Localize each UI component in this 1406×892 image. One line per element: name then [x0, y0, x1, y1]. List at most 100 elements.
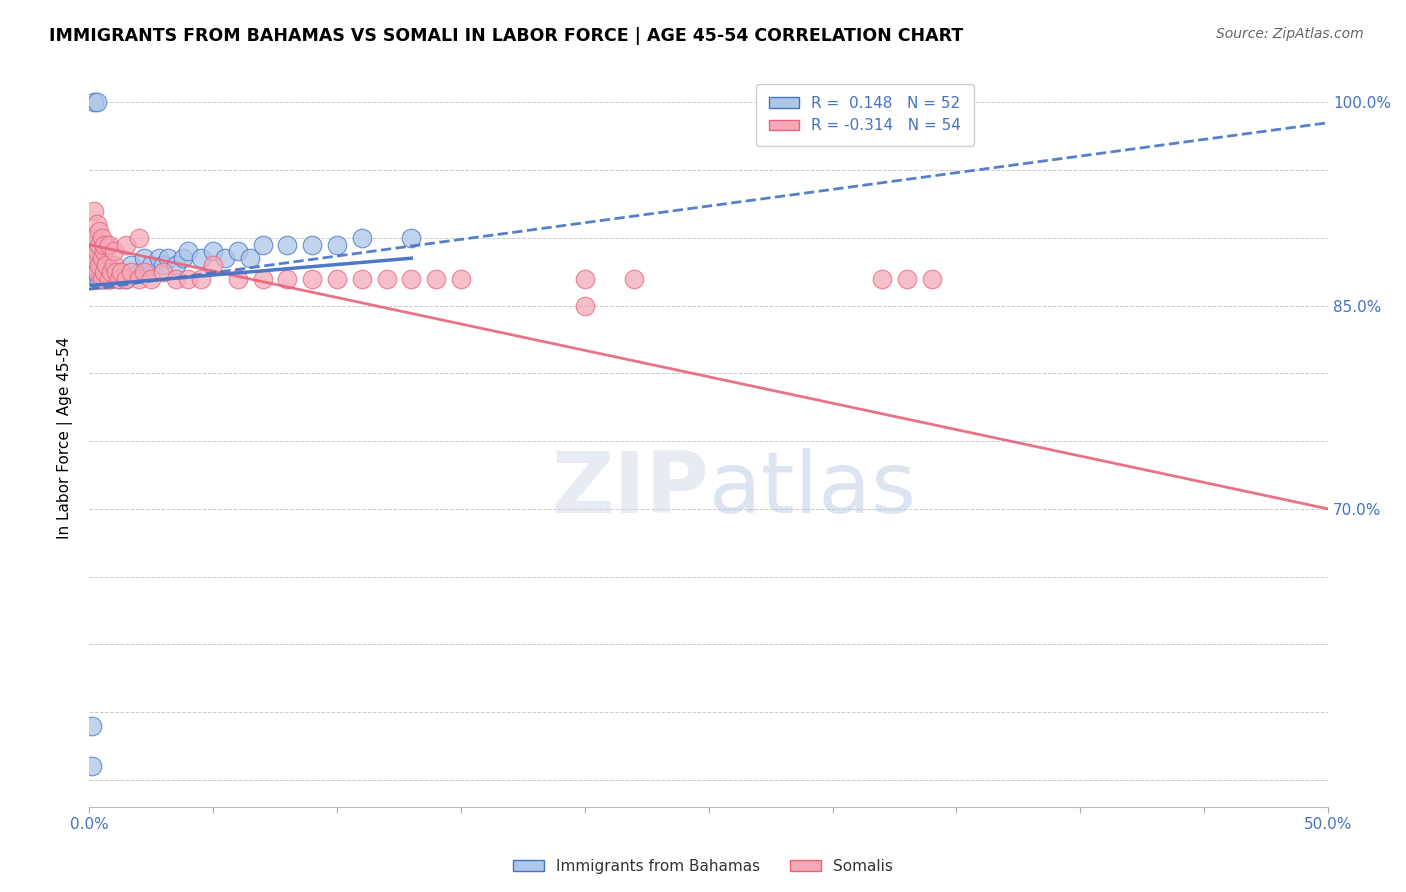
Point — [132, 251, 155, 265]
Point — [132, 265, 155, 279]
Text: ZIP: ZIP — [551, 448, 709, 531]
Point — [623, 271, 645, 285]
Point — [115, 237, 138, 252]
Point — [152, 258, 174, 272]
Point — [350, 231, 373, 245]
Point — [86, 258, 108, 272]
Point — [83, 251, 105, 265]
Point — [90, 271, 112, 285]
Point — [108, 271, 131, 285]
Point — [172, 251, 194, 265]
Point — [83, 231, 105, 245]
Point — [103, 265, 125, 279]
Point — [214, 251, 236, 265]
Point — [83, 237, 105, 252]
Point — [96, 271, 118, 285]
Point — [165, 258, 187, 272]
Point — [90, 271, 112, 285]
Point — [301, 237, 323, 252]
Point — [276, 237, 298, 252]
Point — [105, 265, 128, 279]
Point — [96, 258, 118, 272]
Point — [98, 271, 121, 285]
Point — [301, 271, 323, 285]
Point — [83, 203, 105, 218]
Point — [87, 258, 110, 272]
Point — [86, 218, 108, 232]
Point — [86, 95, 108, 110]
Point — [239, 251, 262, 265]
Point — [83, 258, 105, 272]
Point — [177, 244, 200, 259]
Point — [100, 265, 122, 279]
Point — [226, 244, 249, 259]
Text: atlas: atlas — [709, 448, 917, 531]
Point — [83, 251, 105, 265]
Point — [128, 265, 150, 279]
Point — [87, 237, 110, 252]
Point — [108, 271, 131, 285]
Point — [326, 271, 349, 285]
Point — [401, 231, 423, 245]
Point — [450, 271, 472, 285]
Point — [80, 271, 103, 285]
Point — [96, 237, 118, 252]
Point — [86, 251, 108, 265]
Point — [921, 271, 943, 285]
Point — [87, 258, 110, 272]
Legend: Immigrants from Bahamas, Somalis: Immigrants from Bahamas, Somalis — [506, 853, 900, 880]
Point — [152, 265, 174, 279]
Point — [202, 258, 225, 272]
Point — [80, 265, 103, 279]
Point — [115, 271, 138, 285]
Point — [105, 265, 128, 279]
Point — [80, 759, 103, 773]
Point — [87, 271, 110, 285]
Point — [350, 271, 373, 285]
Point — [93, 271, 115, 285]
Point — [128, 271, 150, 285]
Point — [90, 231, 112, 245]
Point — [128, 231, 150, 245]
Point — [103, 258, 125, 272]
Point — [896, 271, 918, 285]
Point — [252, 237, 274, 252]
Text: IMMIGRANTS FROM BAHAMAS VS SOMALI IN LABOR FORCE | AGE 45-54 CORRELATION CHART: IMMIGRANTS FROM BAHAMAS VS SOMALI IN LAB… — [49, 27, 963, 45]
Point — [276, 271, 298, 285]
Point — [202, 244, 225, 259]
Legend: R =  0.148   N = 52, R = -0.314   N = 54: R = 0.148 N = 52, R = -0.314 N = 54 — [756, 84, 973, 145]
Y-axis label: In Labor Force | Age 45-54: In Labor Force | Age 45-54 — [58, 336, 73, 539]
Point — [574, 271, 596, 285]
Point — [86, 265, 108, 279]
Point — [870, 271, 893, 285]
Point — [93, 265, 115, 279]
Point — [86, 265, 108, 279]
Point — [177, 271, 200, 285]
Point — [83, 244, 105, 259]
Point — [401, 271, 423, 285]
Point — [157, 251, 180, 265]
Point — [110, 265, 132, 279]
Point — [96, 265, 118, 279]
Point — [226, 271, 249, 285]
Point — [139, 271, 162, 285]
Point — [83, 95, 105, 110]
Point — [100, 271, 122, 285]
Point — [252, 271, 274, 285]
Point — [574, 299, 596, 313]
Point — [86, 244, 108, 259]
Point — [87, 224, 110, 238]
Point — [425, 271, 447, 285]
Point — [148, 251, 170, 265]
Point — [103, 244, 125, 259]
Point — [87, 265, 110, 279]
Point — [375, 271, 398, 285]
Point — [326, 237, 349, 252]
Text: Source: ZipAtlas.com: Source: ZipAtlas.com — [1216, 27, 1364, 41]
Point — [190, 271, 212, 285]
Point — [90, 265, 112, 279]
Point — [120, 258, 142, 272]
Point — [115, 271, 138, 285]
Point — [110, 265, 132, 279]
Point — [90, 251, 112, 265]
